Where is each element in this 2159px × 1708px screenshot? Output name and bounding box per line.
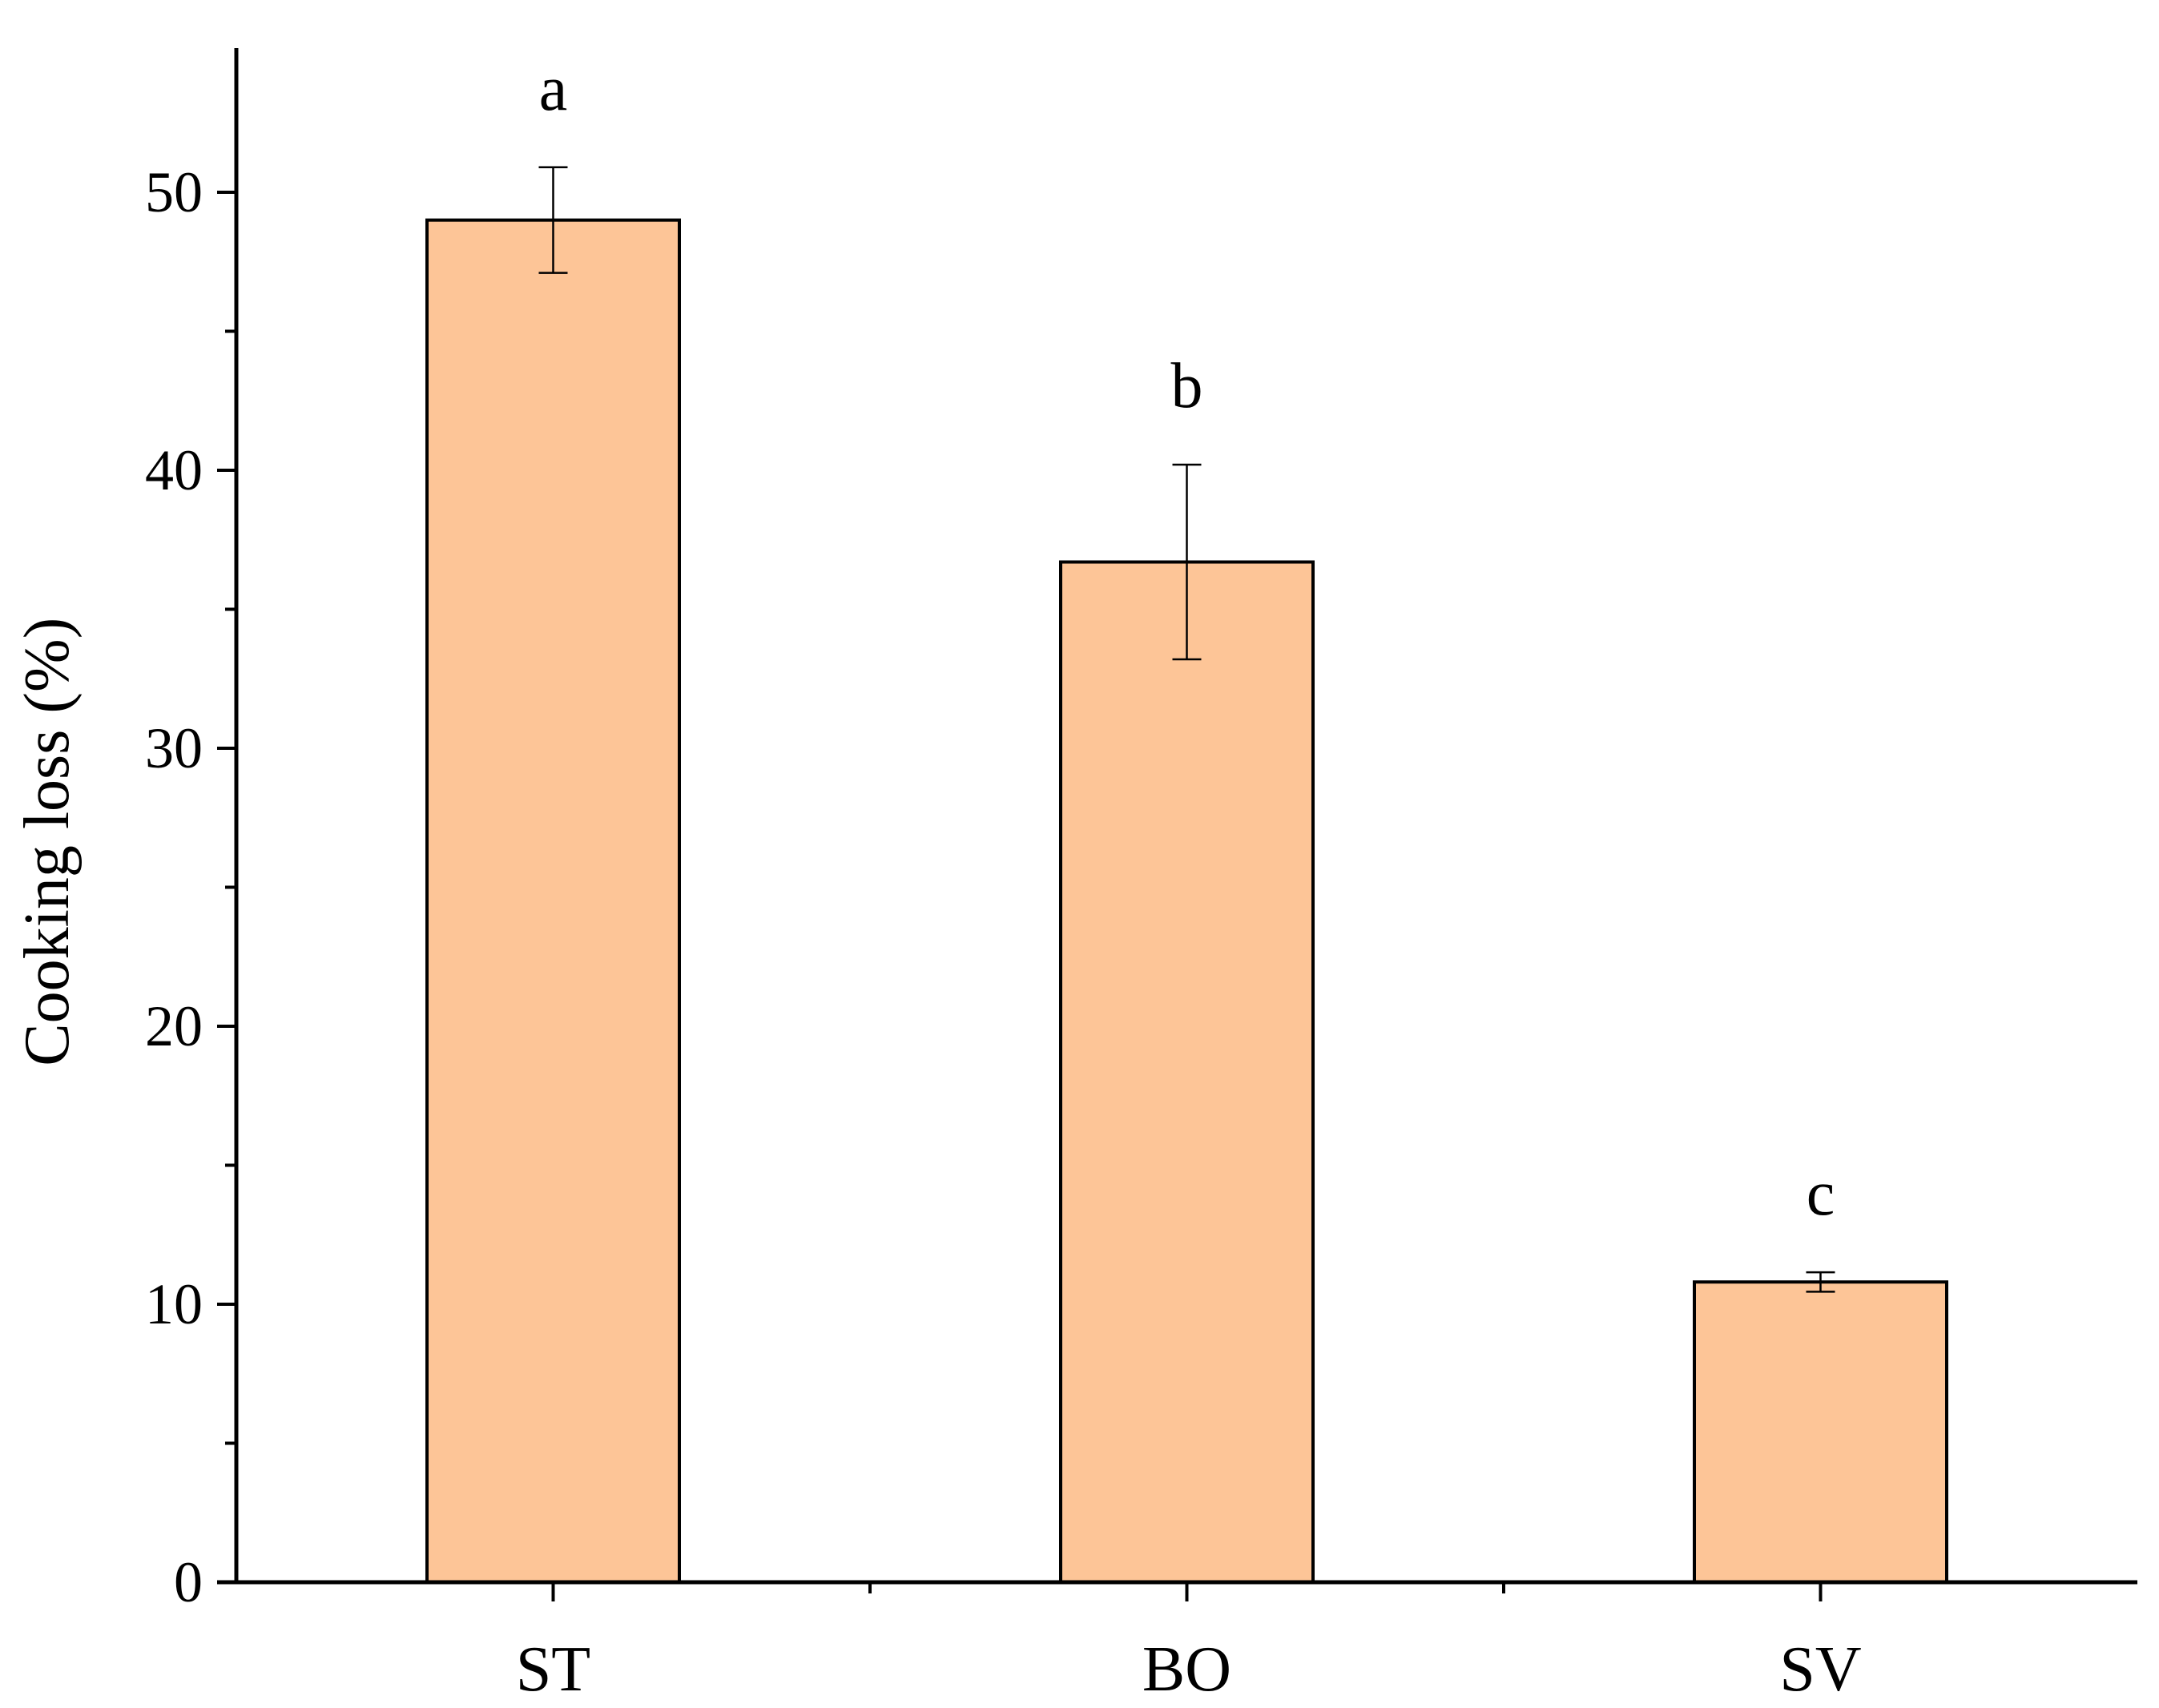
labels-layer: ST BO SV 0 10 20 30 40 50 Cooking loss (%) [12, 160, 1862, 1705]
axes-layer [217, 48, 2137, 1601]
bar-st [425, 218, 681, 1585]
error-bars-layer [538, 166, 1835, 1293]
y-axis-title: Cooking loss (%) [12, 618, 83, 1066]
y-tick-label-50: 50 [145, 160, 203, 224]
y-tick-label-0: 0 [174, 1550, 203, 1614]
y-tick-label-20: 20 [145, 994, 203, 1058]
y-tick-label-10: 10 [145, 1272, 203, 1336]
bar-sv [1693, 1280, 1948, 1584]
x-tick-label-bo: BO [1142, 1634, 1231, 1704]
x-tick-label-sv: SV [1779, 1634, 1861, 1704]
bar-bo [1059, 560, 1315, 1584]
significance-letter-sv: c [1807, 1158, 1835, 1229]
y-tick-label-30: 30 [145, 716, 203, 780]
bars-layer [425, 218, 1948, 1585]
significance-letter-st: a [539, 54, 568, 124]
significance-letters-layer: a b c [539, 54, 1835, 1229]
y-tick-label-40: 40 [145, 438, 203, 502]
significance-letter-bo: b [1171, 351, 1203, 421]
x-tick-label-st: ST [516, 1634, 590, 1704]
